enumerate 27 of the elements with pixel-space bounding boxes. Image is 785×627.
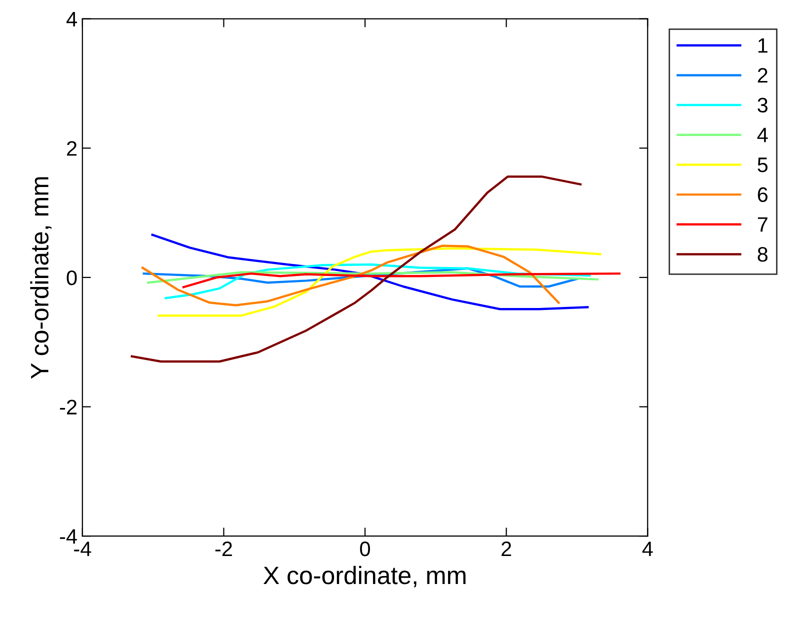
- x-axis-title: X co-ordinate, mm: [263, 566, 466, 588]
- y-tick-label: 2: [67, 141, 77, 156]
- x-tick-label: 0: [360, 541, 370, 556]
- line-series: [141, 244, 560, 306]
- line-series: [151, 234, 589, 310]
- line-series: [130, 175, 582, 363]
- x-tick-label: 4: [642, 542, 653, 556]
- x-tick-label: 2: [502, 541, 512, 556]
- line-series: [147, 271, 599, 284]
- y-tick-label: -2: [60, 400, 77, 414]
- legend-label: 8: [758, 246, 768, 262]
- x-tick-label: -2: [215, 541, 232, 556]
- y-tick-label: -4: [60, 529, 77, 544]
- line-series: [164, 263, 591, 300]
- line-series: [142, 267, 579, 288]
- legend-label: 3: [758, 98, 768, 113]
- y-tick-label: 0: [66, 270, 77, 286]
- y-axis-title: Y co-ordinate, mm: [30, 177, 52, 379]
- legend-label: 2: [758, 68, 768, 82]
- legend-label: 5: [758, 158, 768, 172]
- line-series: [158, 247, 602, 317]
- legend-label: 1: [758, 38, 768, 53]
- legend-label: 7: [758, 217, 768, 232]
- y-tick-label: 4: [66, 12, 77, 26]
- legend-label: 6: [758, 187, 768, 202]
- legend-label: 4: [757, 128, 768, 142]
- line-series: [182, 272, 620, 288]
